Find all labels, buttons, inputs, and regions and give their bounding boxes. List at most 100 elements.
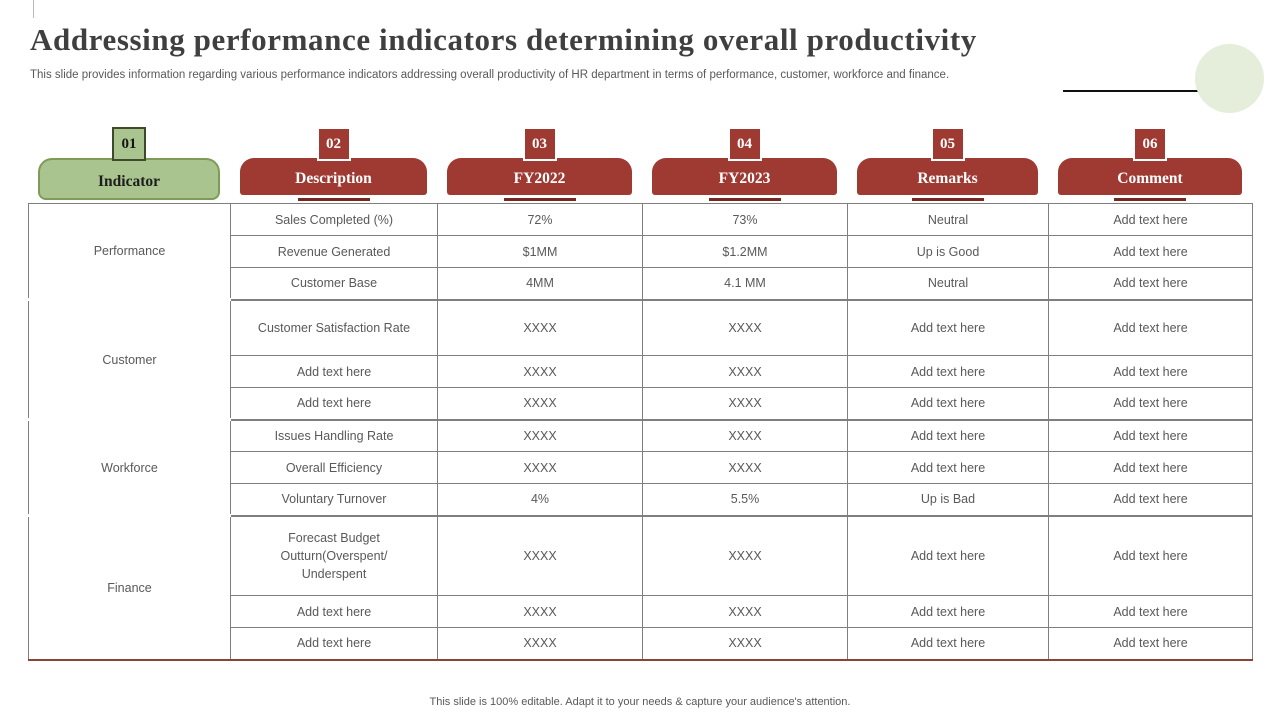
cell-text: Sales Completed (%) (274, 212, 394, 227)
cell-text: XXXX (728, 636, 762, 651)
cell-text: XXXX (728, 604, 762, 619)
indicator-group-cell: Performance (28, 203, 231, 300)
column-header-remarks: Remarks (857, 158, 1038, 195)
cell-description: Overall Efficiency (230, 451, 438, 484)
cell-text: $1.2MM (722, 244, 768, 259)
cell-text: XXXX (523, 320, 557, 335)
table-row: Workforce Issues Handling Rate XXXX XXXX Add… (28, 418, 1253, 516)
cell-description: Issues Handling Rate (230, 418, 438, 452)
cell-description: Add text here (230, 595, 438, 628)
cell-remarks: Add text here (847, 595, 1049, 628)
cell-remarks: Add text here (847, 387, 1049, 420)
cell-fy2023: XXXX (642, 451, 848, 484)
column-header-label: Remarks (917, 170, 978, 187)
cell-text: Add text here (296, 604, 372, 619)
cell-text: XXXX (523, 460, 557, 475)
cell-text: XXXX (523, 364, 557, 379)
cell-text: Add text here (1113, 212, 1188, 227)
cell-text: XXXX (523, 636, 557, 651)
cell-text: Customer Base (290, 276, 378, 291)
indicator-group-cell: Finance (28, 514, 231, 660)
cell-remarks: Up is Good (847, 235, 1049, 268)
column-number-badge: 06 (1133, 127, 1167, 161)
cell-text: Add text here (1113, 636, 1188, 651)
table-row: Customer Base 4MM 4.1 MM Neutral Add text he… (29, 267, 1253, 300)
cell-text: Up is Bad (920, 492, 976, 507)
cell-description: Sales Completed (%) (230, 203, 438, 236)
cell-comment: Add text here (1048, 514, 1253, 596)
cell-comment: Add text here (1048, 235, 1253, 268)
table-row: Voluntary Turnover 4% 5.5% Up is Bad Add tex… (29, 483, 1253, 516)
cell-fy2022: XXXX (437, 418, 643, 452)
cell-text: Neutral (927, 276, 969, 291)
cell-text: Neutral (927, 212, 969, 227)
cell-text: Add text here (910, 428, 986, 443)
cell-text: Revenue Generated (277, 244, 391, 259)
column-header-underline (503, 198, 576, 201)
table-row: Customer Customer Satisfaction Rate XXXX XX… (28, 298, 1253, 420)
decorative-line (1063, 90, 1216, 92)
cell-text: Add text here (910, 320, 986, 335)
cell-description: Voluntary Turnover (230, 483, 438, 516)
cell-comment: Add text here (1048, 418, 1253, 452)
cell-text: Add text here (1113, 244, 1188, 259)
cell-fy2023: $1.2MM (642, 235, 848, 268)
cell-text: Forecast Budget Outturn(Overspent/ Under… (280, 530, 388, 581)
cell-remarks: Add text here (847, 627, 1049, 660)
cell-text: 73% (732, 212, 758, 227)
cell-text: Voluntary Turnover (281, 492, 387, 507)
cell-comment: Add text here (1048, 387, 1253, 420)
cell-remarks: Add text here (847, 298, 1049, 356)
cell-text: Add text here (1113, 320, 1188, 335)
table-row: Revenue Generated $1MM $1.2MM Up is Good Add… (29, 235, 1253, 268)
cell-text: XXXX (728, 460, 762, 475)
cell-text: Add text here (1113, 364, 1188, 379)
cell-description: Add text here (230, 387, 438, 420)
column-header-label: Description (295, 170, 372, 187)
cell-fy2023: 4.1 MM (642, 267, 848, 300)
cell-fy2023: XXXX (642, 514, 848, 596)
cell-text: Issues Handling Rate (274, 428, 394, 443)
table-row: Add text here XXXX XXXX Add text here Add te… (29, 387, 1253, 420)
table-row: Performance Sales Completed (%) 72% 73% Neut… (28, 203, 1253, 300)
cell-fy2022: 72% (437, 203, 643, 236)
cell-text: Add text here (910, 364, 986, 379)
cell-remarks: Up is Bad (847, 483, 1049, 516)
cell-fy2023: XXXX (642, 298, 848, 356)
table-row: Finance Forecast Budget Outturn(Overspent… (28, 514, 1253, 660)
footer-note: This slide is 100% editable. Adapt it to… (429, 696, 851, 708)
table-row: Add text here XXXX XXXX Add text here Add te… (29, 355, 1253, 388)
table-row: Add text here XXXX XXXX Add text here Add te… (29, 595, 1253, 628)
cell-description: Add text here (230, 627, 438, 660)
cell-text: 4.1 MM (724, 276, 766, 291)
table-body: Performance Sales Completed (%) 72% 73% Neut… (28, 203, 1253, 661)
cell-text: XXXX (523, 396, 557, 411)
cell-remarks: Neutral (847, 203, 1049, 236)
cell-text: XXXX (523, 604, 557, 619)
column-header-fy2023: FY2023 (652, 158, 837, 195)
cell-text: 4MM (526, 276, 554, 291)
cell-text: Add text here (1113, 428, 1188, 443)
cell-comment: Add text here (1048, 627, 1253, 660)
cell-description: Customer Satisfaction Rate (230, 298, 438, 356)
column-number-badge: 03 (522, 127, 557, 161)
cell-comment: Add text here (1048, 595, 1253, 628)
indicator-group-cell: Workforce (28, 418, 231, 516)
column-header-fy2022: FY2022 (447, 158, 632, 195)
column-header-label: Indicator (98, 172, 160, 190)
cell-text: XXXX (728, 320, 762, 335)
cell-fy2022: XXXX (437, 387, 643, 420)
column-header-label: FY2023 (718, 170, 771, 187)
cell-comment: Add text here (1048, 267, 1253, 300)
column-header-indicator: Indicator (38, 158, 220, 200)
page-subtitle: This slide provides information regardin… (30, 69, 950, 81)
cell-text: Add text here (296, 636, 372, 651)
cell-fy2022: 4MM (437, 267, 643, 300)
cell-fy2022: 4% (437, 483, 643, 516)
cell-text: Add text here (1113, 396, 1188, 411)
table-header-row: Indicator 01 Description 02 FY2022 03 FY2023 04… (28, 127, 1252, 203)
column-header-underline (1114, 198, 1186, 201)
cell-text: 4% (530, 492, 550, 507)
cell-text: XXXX (728, 364, 762, 379)
cell-text: XXXX (523, 428, 557, 443)
